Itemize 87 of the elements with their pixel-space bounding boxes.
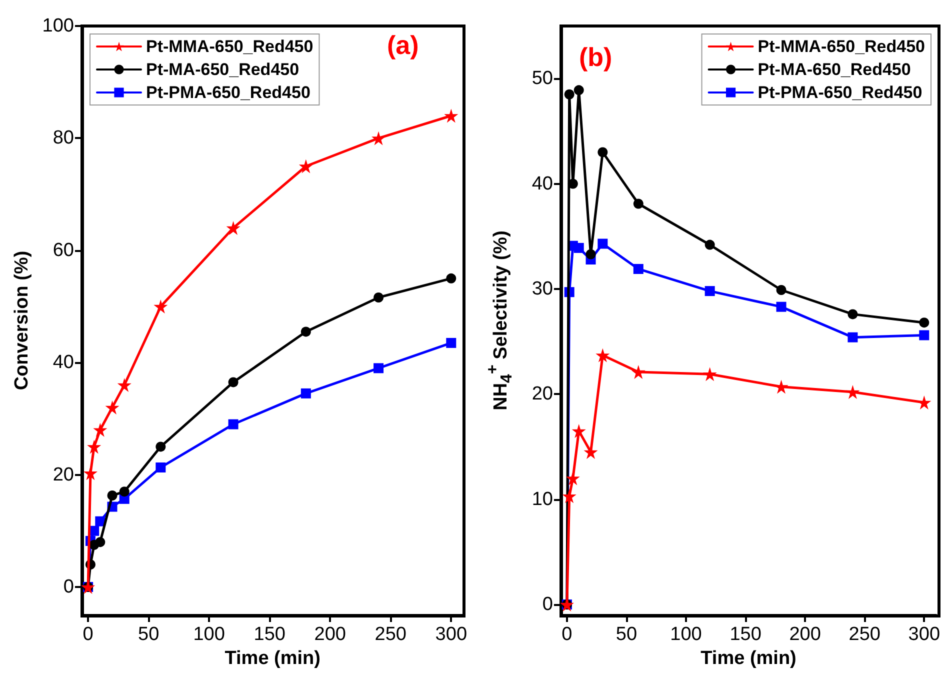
- point: [846, 385, 860, 400]
- point: [156, 442, 166, 452]
- point: [93, 422, 108, 437]
- point: [572, 424, 586, 438]
- y-tick-label: 30: [532, 278, 553, 300]
- point: [633, 198, 644, 209]
- point: [919, 318, 930, 328]
- point: [374, 292, 384, 302]
- point: [574, 85, 584, 96]
- point: [596, 348, 610, 362]
- point: [228, 377, 238, 388]
- x-tick-label: 50: [138, 624, 160, 645]
- point: [446, 338, 456, 348]
- legend-label: Pt-MA-650_Red450: [146, 60, 300, 79]
- x-axis-title: Time (min): [224, 648, 320, 669]
- point: [633, 264, 644, 274]
- point: [95, 516, 106, 526]
- point: [446, 273, 456, 284]
- annotation: (b): [579, 42, 612, 72]
- point: [117, 378, 132, 392]
- point: [704, 286, 715, 296]
- point: [156, 462, 166, 472]
- point: [372, 131, 386, 146]
- point: [105, 400, 120, 414]
- point: [374, 363, 384, 374]
- point: [444, 108, 458, 123]
- y-tick-label: 40: [532, 173, 553, 194]
- point: [119, 486, 130, 497]
- point: [95, 537, 106, 548]
- x-tick-label: 150: [254, 624, 286, 645]
- point: [564, 89, 574, 100]
- point: [300, 388, 311, 398]
- x-tick-label: 200: [314, 624, 346, 645]
- x-tick-label: 300: [908, 624, 940, 645]
- point: [584, 444, 598, 459]
- x-tick-label: 250: [374, 624, 406, 645]
- y-tick-label: 0: [542, 594, 553, 615]
- point: [562, 489, 576, 504]
- point: [107, 490, 118, 501]
- y-tick-label: 100: [42, 16, 74, 36]
- point: [704, 240, 715, 250]
- point: [848, 332, 858, 342]
- y-axis-title: Conversion (%): [11, 250, 32, 390]
- x-tick-label: 300: [435, 624, 467, 645]
- point: [776, 285, 786, 295]
- y-tick-label: 20: [52, 464, 74, 486]
- x-tick-label: 250: [848, 624, 880, 645]
- y-tick-label: 40: [52, 352, 74, 374]
- point: [776, 302, 786, 312]
- y-tick-label: 10: [532, 488, 553, 510]
- point: [566, 471, 580, 486]
- legend-label: Pt-MA-650_Red450: [758, 60, 911, 79]
- y-tick-label: 50: [532, 68, 553, 90]
- x-tick-label: 100: [670, 624, 702, 645]
- point: [919, 330, 930, 340]
- point: [87, 440, 102, 454]
- x-tick-label: 0: [562, 624, 572, 645]
- legend-label: Pt-PMA-650_Red450: [146, 83, 310, 102]
- point: [226, 220, 240, 235]
- point: [574, 242, 584, 253]
- point: [598, 238, 608, 249]
- x-tick-label: 100: [193, 624, 225, 645]
- y-tick-label: 80: [52, 128, 74, 149]
- y-tick-label: 0: [63, 576, 74, 598]
- legend-label: Pt-PMA-650_Red450: [758, 83, 922, 102]
- point: [154, 299, 168, 314]
- annotation: (a): [387, 30, 419, 60]
- x-tick-label: 0: [82, 624, 94, 645]
- point: [848, 309, 858, 320]
- point: [631, 365, 646, 380]
- point: [83, 466, 98, 480]
- y-tick-label: 60: [52, 240, 74, 261]
- x-tick-label: 50: [616, 624, 638, 645]
- point: [598, 147, 608, 158]
- point: [300, 326, 311, 337]
- x-tick-label: 200: [789, 624, 821, 645]
- y-axis-title: NH4+ Selectivity (%): [484, 230, 516, 410]
- legend-label: Pt-MMA-650_Red450: [758, 37, 926, 56]
- x-axis-title: Time (min): [700, 648, 796, 669]
- y-tick-label: 20: [532, 384, 553, 405]
- point: [586, 249, 596, 260]
- point: [568, 178, 578, 189]
- legend-label: Pt-MMA-650_Red450: [146, 37, 314, 56]
- point: [298, 159, 313, 174]
- point: [702, 367, 717, 382]
- x-tick-label: 150: [730, 624, 762, 645]
- point: [228, 419, 238, 430]
